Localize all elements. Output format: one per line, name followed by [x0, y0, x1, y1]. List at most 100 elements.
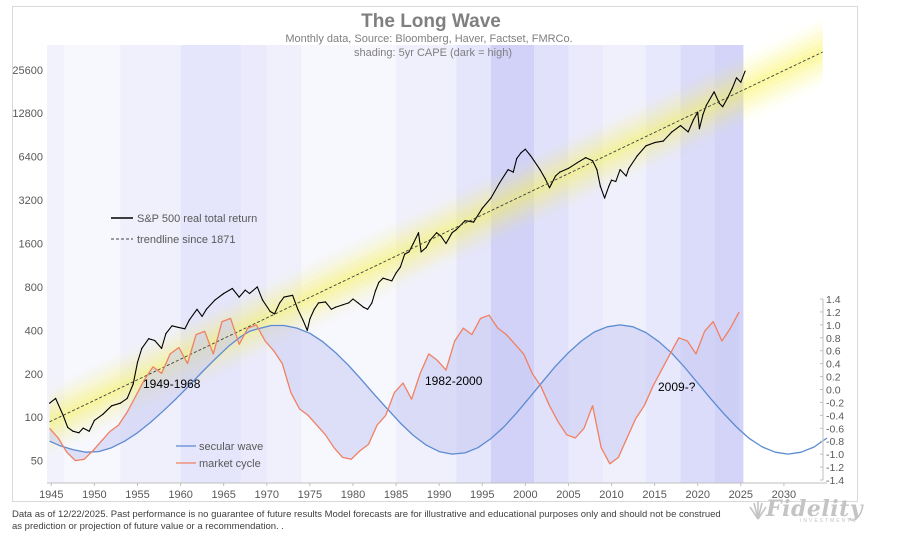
sp500-point — [256, 286, 258, 288]
sp500-point — [335, 306, 337, 308]
sp500-point — [662, 140, 664, 142]
y-left-tick-label: 400 — [25, 325, 43, 337]
trend-band-slice-11 — [49, 72, 823, 448]
sp500-point — [214, 299, 216, 301]
y-right-tick-label: 0.8 — [826, 333, 841, 345]
y-right-tick-label: -1.2 — [826, 462, 844, 474]
sp500-point — [554, 175, 557, 177]
x-tick-label: 1970 — [255, 489, 279, 501]
sp500-point — [378, 281, 380, 283]
x-tick-label: 2010 — [599, 489, 623, 501]
sp500-point — [283, 296, 285, 298]
sp500-point — [702, 114, 704, 116]
wave-fill — [49, 311, 740, 464]
trend-band — [49, 21, 823, 453]
sp500-point — [592, 160, 594, 162]
cape-band-3 — [180, 45, 241, 483]
sp500-point — [559, 171, 561, 173]
legend-lower: secular wave market cycle — [176, 441, 263, 470]
sp500-point — [490, 197, 492, 199]
fidelity-logo: Fidelity INVESTMENTS — [748, 496, 878, 528]
y-left-tick-label: 800 — [25, 282, 43, 294]
sp500-point — [599, 185, 601, 187]
sp500-point — [722, 106, 724, 108]
sp500-point — [687, 131, 689, 133]
sp500-point — [132, 383, 134, 385]
sp500-point — [671, 131, 673, 133]
y-right-tick-label: 1.0 — [826, 320, 841, 332]
sp500-point — [302, 319, 304, 321]
cape-band-14 — [680, 45, 715, 483]
sp500-point — [429, 239, 432, 241]
sp500-point — [408, 251, 410, 253]
sp500-point — [367, 308, 369, 310]
trend-band-slice-4 — [49, 36, 823, 412]
y-right-tick-label: 0.2 — [826, 372, 841, 384]
trendline — [49, 51, 823, 423]
sp500-point — [645, 145, 647, 147]
sp500-point — [330, 308, 332, 310]
sp500-point — [223, 292, 225, 295]
sp500-point — [713, 91, 715, 93]
sp500-point — [473, 221, 475, 223]
sp500-point — [610, 179, 613, 181]
x-tick-label: 2015 — [642, 489, 666, 501]
trend-band-slice-12 — [49, 77, 823, 453]
sp500-point — [544, 178, 546, 180]
x-tick-label: 2000 — [513, 489, 537, 501]
sp500-point — [451, 232, 453, 234]
sp500-point — [705, 104, 707, 106]
sp500-point — [126, 397, 128, 399]
sp500-point — [317, 302, 320, 304]
sp500-line — [49, 70, 746, 434]
y-left-tick-label: 200 — [25, 369, 43, 381]
wave-gap-fill — [49, 311, 740, 464]
annotation-2009: 2009-? — [658, 380, 696, 394]
logo-sunburst-icon — [749, 501, 767, 520]
sp500-point — [576, 162, 578, 164]
sp500-point — [395, 272, 397, 274]
sp500-point — [119, 402, 121, 404]
sp500-point — [67, 426, 69, 428]
y-right-tick-label: -0.8 — [826, 436, 844, 448]
sp500-point — [727, 96, 729, 98]
sp500-point — [628, 167, 630, 169]
sp500-point — [154, 339, 156, 342]
sp500-point — [62, 415, 64, 417]
sp500-point — [608, 185, 610, 187]
sp500-point — [205, 308, 207, 310]
sp500-point — [171, 325, 173, 327]
trend-band-slice-1 — [49, 21, 823, 397]
cape-band-5 — [266, 45, 302, 483]
trend-band-slice-7 — [49, 51, 823, 427]
sp500-point — [72, 430, 74, 432]
annotation-1949-1968: 1949-1968 — [143, 377, 201, 391]
secular-wave-line — [49, 324, 828, 455]
x-tick-label: 2020 — [685, 489, 709, 501]
x-tick-label: 2030 — [772, 489, 796, 501]
sp500-point — [539, 169, 541, 171]
sp500-point — [391, 280, 393, 282]
y-right-tick-label: -1.4 — [826, 475, 844, 487]
sp500-point — [420, 251, 422, 253]
sp500-point — [102, 413, 104, 415]
sp500-point — [520, 152, 522, 154]
sp500-point — [93, 419, 95, 421]
x-tick-label: 1995 — [470, 489, 494, 501]
legend-market-label: market cycle — [199, 458, 261, 470]
x-tick-label: 1945 — [39, 489, 63, 501]
logo-wordmark: Fidelity — [766, 496, 864, 522]
sp500-point — [88, 430, 90, 432]
sp500-point — [507, 169, 509, 171]
y-left-tick-label: 3200 — [19, 195, 43, 207]
trend-band-slice-5 — [49, 41, 823, 417]
sp500-point — [82, 427, 84, 429]
y-left-tick-label: 12800 — [13, 108, 43, 120]
sp500-point — [362, 306, 364, 308]
sp500-point — [273, 313, 276, 315]
y-left-tick-label: 100 — [25, 412, 43, 424]
sp500-point — [625, 175, 627, 177]
sp500-point — [412, 242, 414, 245]
sp500-point — [498, 182, 501, 184]
market-cycle-line — [49, 311, 740, 465]
